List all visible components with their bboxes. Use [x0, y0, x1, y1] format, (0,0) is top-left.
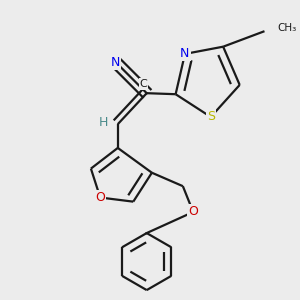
Text: O: O — [188, 206, 198, 218]
Text: N: N — [111, 56, 120, 69]
Text: N: N — [180, 47, 190, 60]
Text: CH₃: CH₃ — [277, 23, 296, 33]
Text: S: S — [207, 110, 215, 123]
Text: O: O — [95, 191, 105, 204]
Text: H: H — [99, 116, 109, 129]
Text: C: C — [140, 79, 148, 89]
